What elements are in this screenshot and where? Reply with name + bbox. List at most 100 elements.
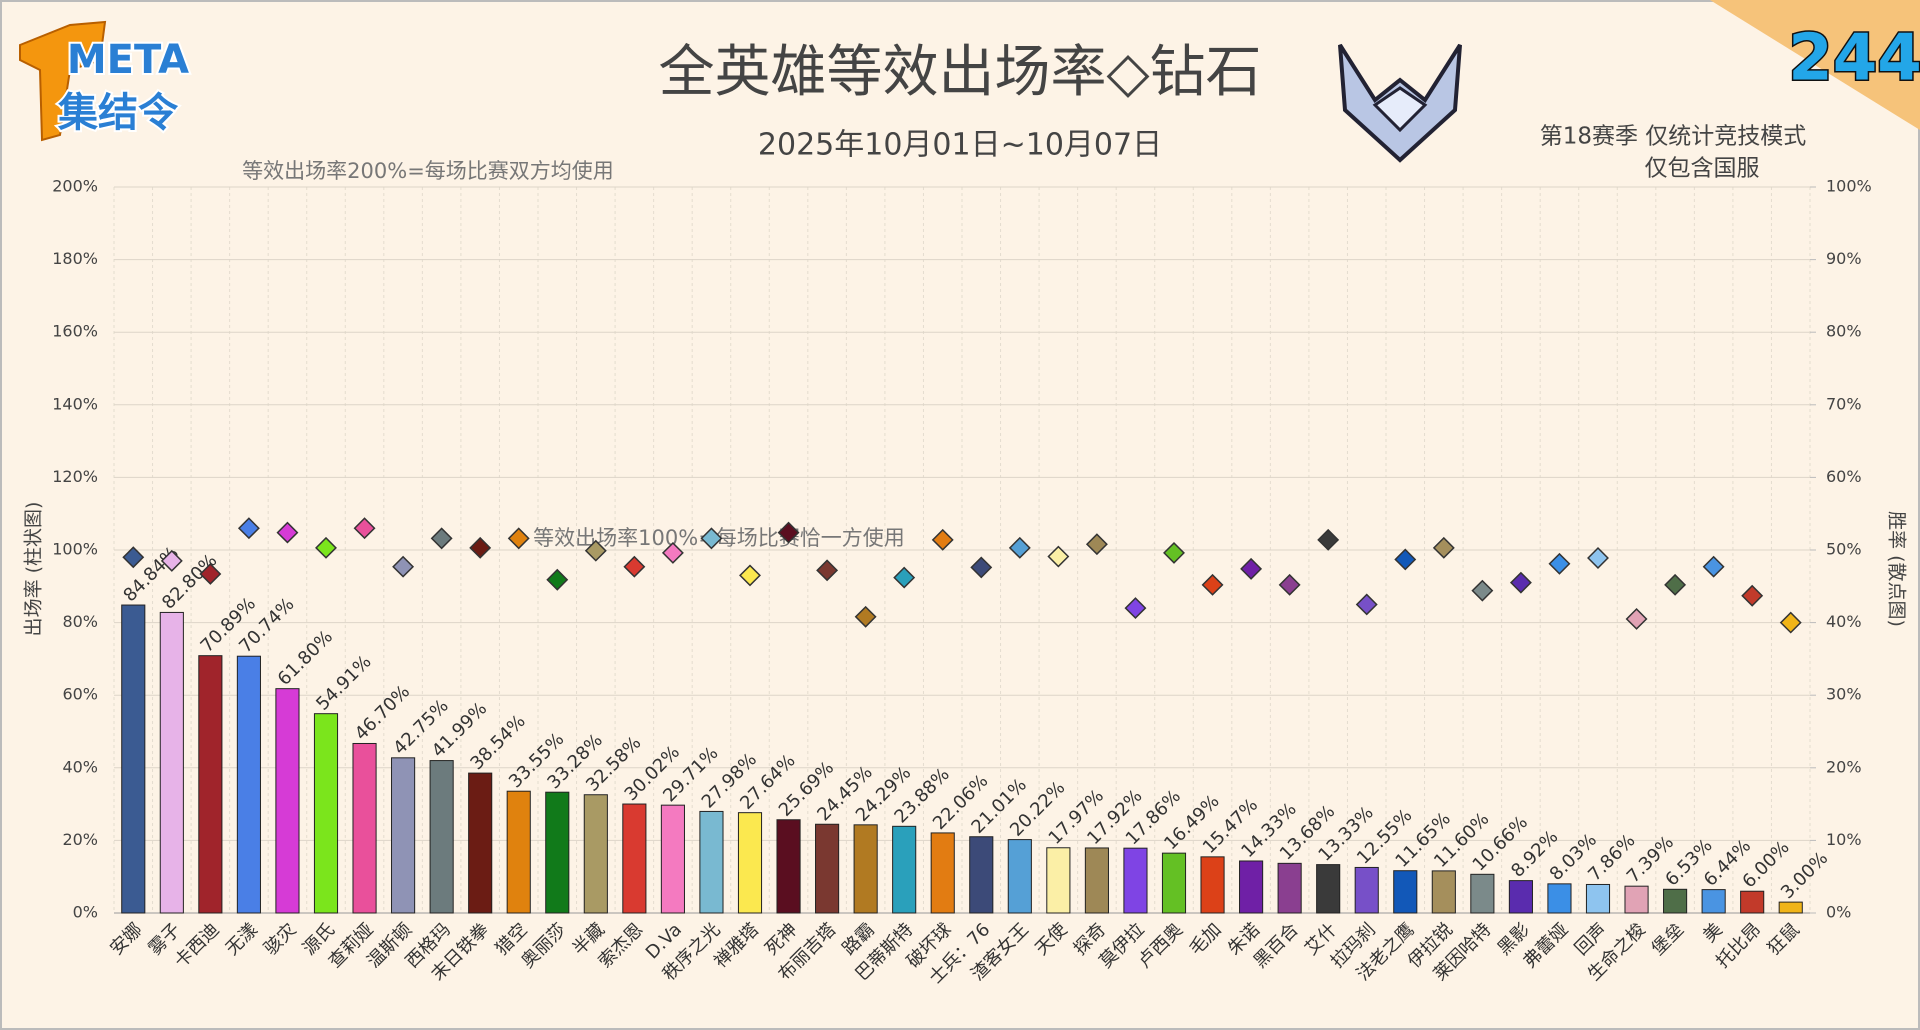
y-tick-label: 120%	[52, 467, 98, 486]
win-rate-point	[623, 555, 646, 578]
win-rate-point	[1317, 528, 1340, 551]
bar	[1470, 873, 1495, 914]
win-rate-point	[122, 546, 145, 569]
bar	[1123, 847, 1148, 914]
bar	[969, 836, 994, 914]
win-rate-point	[315, 536, 337, 559]
bar	[1508, 880, 1533, 914]
bar	[275, 688, 300, 914]
bar	[468, 772, 493, 914]
rank-gem	[1372, 86, 1428, 133]
win-rate-point	[469, 536, 492, 559]
win-rate-point	[353, 517, 376, 540]
y2-tick-label: 20%	[1826, 757, 1862, 776]
win-rate-point	[584, 539, 607, 562]
bar	[737, 812, 763, 914]
win-rate-point	[1008, 536, 1031, 559]
logo-top: META	[67, 37, 189, 83]
y-tick-label: 20%	[62, 830, 98, 849]
info-text: 第18赛季 仅统计竞技模式	[1540, 124, 1807, 150]
bar	[930, 832, 955, 914]
win-rate-point	[1548, 552, 1571, 575]
bar	[1007, 839, 1032, 914]
bar	[1084, 847, 1109, 914]
win-rate-point	[1625, 608, 1648, 630]
win-rate-point	[1741, 584, 1764, 607]
y2-tick-label: 90%	[1826, 249, 1862, 268]
chart-subtitle: 2025年10月01日~10月07日	[758, 128, 1162, 163]
bar	[1740, 890, 1765, 914]
bar	[699, 810, 724, 914]
win-rate-point	[931, 528, 954, 551]
badge: 244	[1788, 22, 1920, 96]
y-tick-label: 100%	[52, 540, 98, 559]
y-tick-label: 200%	[52, 177, 98, 196]
win-rate-point	[661, 541, 684, 564]
y2-tick-label: 40%	[1826, 612, 1862, 631]
bar	[815, 823, 840, 914]
y2-tick-label: 70%	[1826, 394, 1862, 413]
y2-tick-label: 0%	[1826, 903, 1851, 922]
logo: META 集结令	[19, 20, 191, 142]
corner-ribbon	[1710, 0, 1920, 130]
bar	[1547, 883, 1572, 914]
bar	[776, 819, 801, 914]
win-rate-point	[237, 517, 260, 540]
win-rate-point	[276, 521, 299, 544]
bar	[1431, 870, 1456, 914]
win-rate-point	[1702, 555, 1725, 578]
win-rate-point	[1432, 536, 1455, 559]
logo-hammer	[19, 20, 107, 142]
bar	[545, 791, 570, 914]
bar	[1161, 852, 1187, 914]
bar	[1701, 889, 1726, 914]
win-rate-point	[1664, 573, 1687, 596]
win-rate-point	[1278, 573, 1301, 596]
rank-icon	[1338, 43, 1462, 163]
win-rate-point	[1163, 541, 1185, 564]
win-rate-point	[1047, 545, 1070, 568]
y2-tick-label: 100%	[1826, 177, 1872, 196]
y-tick-label: 140%	[52, 394, 98, 413]
bar	[352, 742, 377, 914]
win-rate-point	[1509, 571, 1532, 594]
win-rate-point	[1240, 557, 1263, 580]
y-tick-label: 180%	[52, 249, 98, 268]
bar	[1585, 883, 1611, 914]
bar	[121, 604, 146, 914]
win-rate-point	[1587, 547, 1609, 569]
win-rate-point	[160, 549, 183, 572]
win-rate-point	[777, 521, 800, 544]
bar	[1316, 864, 1341, 914]
y2-tick-label: 30%	[1826, 685, 1862, 704]
bar	[391, 757, 416, 914]
bar	[198, 655, 223, 914]
win-rate-point	[430, 527, 453, 550]
bar	[159, 611, 184, 914]
y2-tick-label: 50%	[1826, 540, 1862, 559]
y-tick-label: 80%	[62, 612, 98, 631]
bar	[853, 824, 878, 914]
bar	[1200, 856, 1225, 914]
y-tick-label: 0%	[73, 903, 98, 922]
bar	[1624, 885, 1649, 914]
bar	[1354, 866, 1379, 914]
win-rate-point	[392, 555, 415, 578]
bar	[583, 794, 608, 914]
y2-tick-label: 60%	[1826, 467, 1862, 486]
win-rate-point	[1355, 593, 1378, 616]
win-rate-point	[739, 564, 761, 587]
win-rate-point	[700, 527, 723, 550]
y-tick-label: 160%	[52, 322, 98, 341]
y2-tick-label: 80%	[1826, 322, 1862, 341]
win-rate-point	[854, 605, 877, 628]
y2-tick-label: 10%	[1826, 830, 1862, 849]
win-rate-point	[1471, 579, 1494, 602]
bar	[1277, 862, 1302, 914]
y-axis-label: 出场率 (柱状图)	[23, 502, 45, 637]
win-rate-point	[1124, 597, 1147, 620]
info-text: 仅包含国服	[1645, 156, 1760, 182]
win-rate-point	[816, 559, 839, 582]
win-rate-point	[1779, 611, 1802, 634]
y-tick-label: 60%	[62, 685, 98, 704]
